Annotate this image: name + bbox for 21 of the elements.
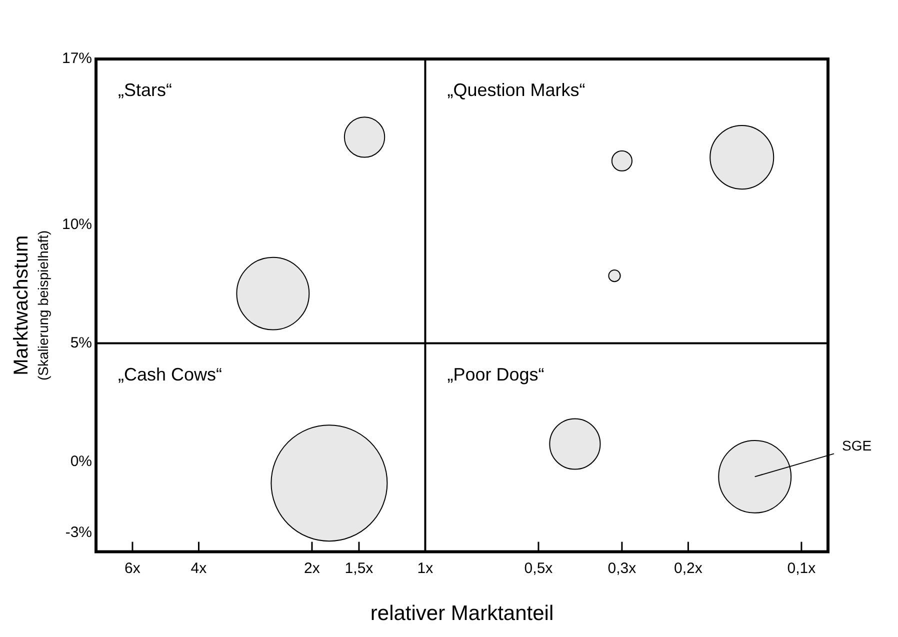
annotation: „Question Marks“ [447, 80, 586, 100]
x-tick-label: 0,1x [787, 560, 816, 577]
annotation: „Stars“ [118, 80, 172, 100]
x-tick-label: 2x [304, 560, 320, 577]
y-tick-label: 5% [70, 334, 92, 352]
annotation: SGE [842, 438, 872, 454]
x-tick-label: 1,5x [344, 560, 374, 577]
x-axis-title: relativer Marktanteil [370, 602, 554, 626]
annotation: „Poor Dogs“ [447, 364, 544, 384]
y-tick-label: 0% [70, 452, 92, 470]
x-tick-label: 0,5x [524, 560, 554, 577]
annotation: „Cash Cows“ [118, 364, 222, 384]
y-axis-title: Marktwachstum (Skalierung beispielhaft) [10, 230, 51, 380]
y-tick-label: 17% [62, 50, 92, 68]
y-tick-label: 10% [62, 216, 92, 233]
x-tick-label: 4x [190, 560, 208, 577]
y-tick-label: -3% [65, 524, 92, 541]
x-tick-label: 0,3x [608, 560, 637, 577]
x-tick-label: 0,2x [674, 560, 703, 577]
x-tick-label: 1x [417, 560, 434, 577]
x-tick-label: 6x [124, 560, 141, 577]
